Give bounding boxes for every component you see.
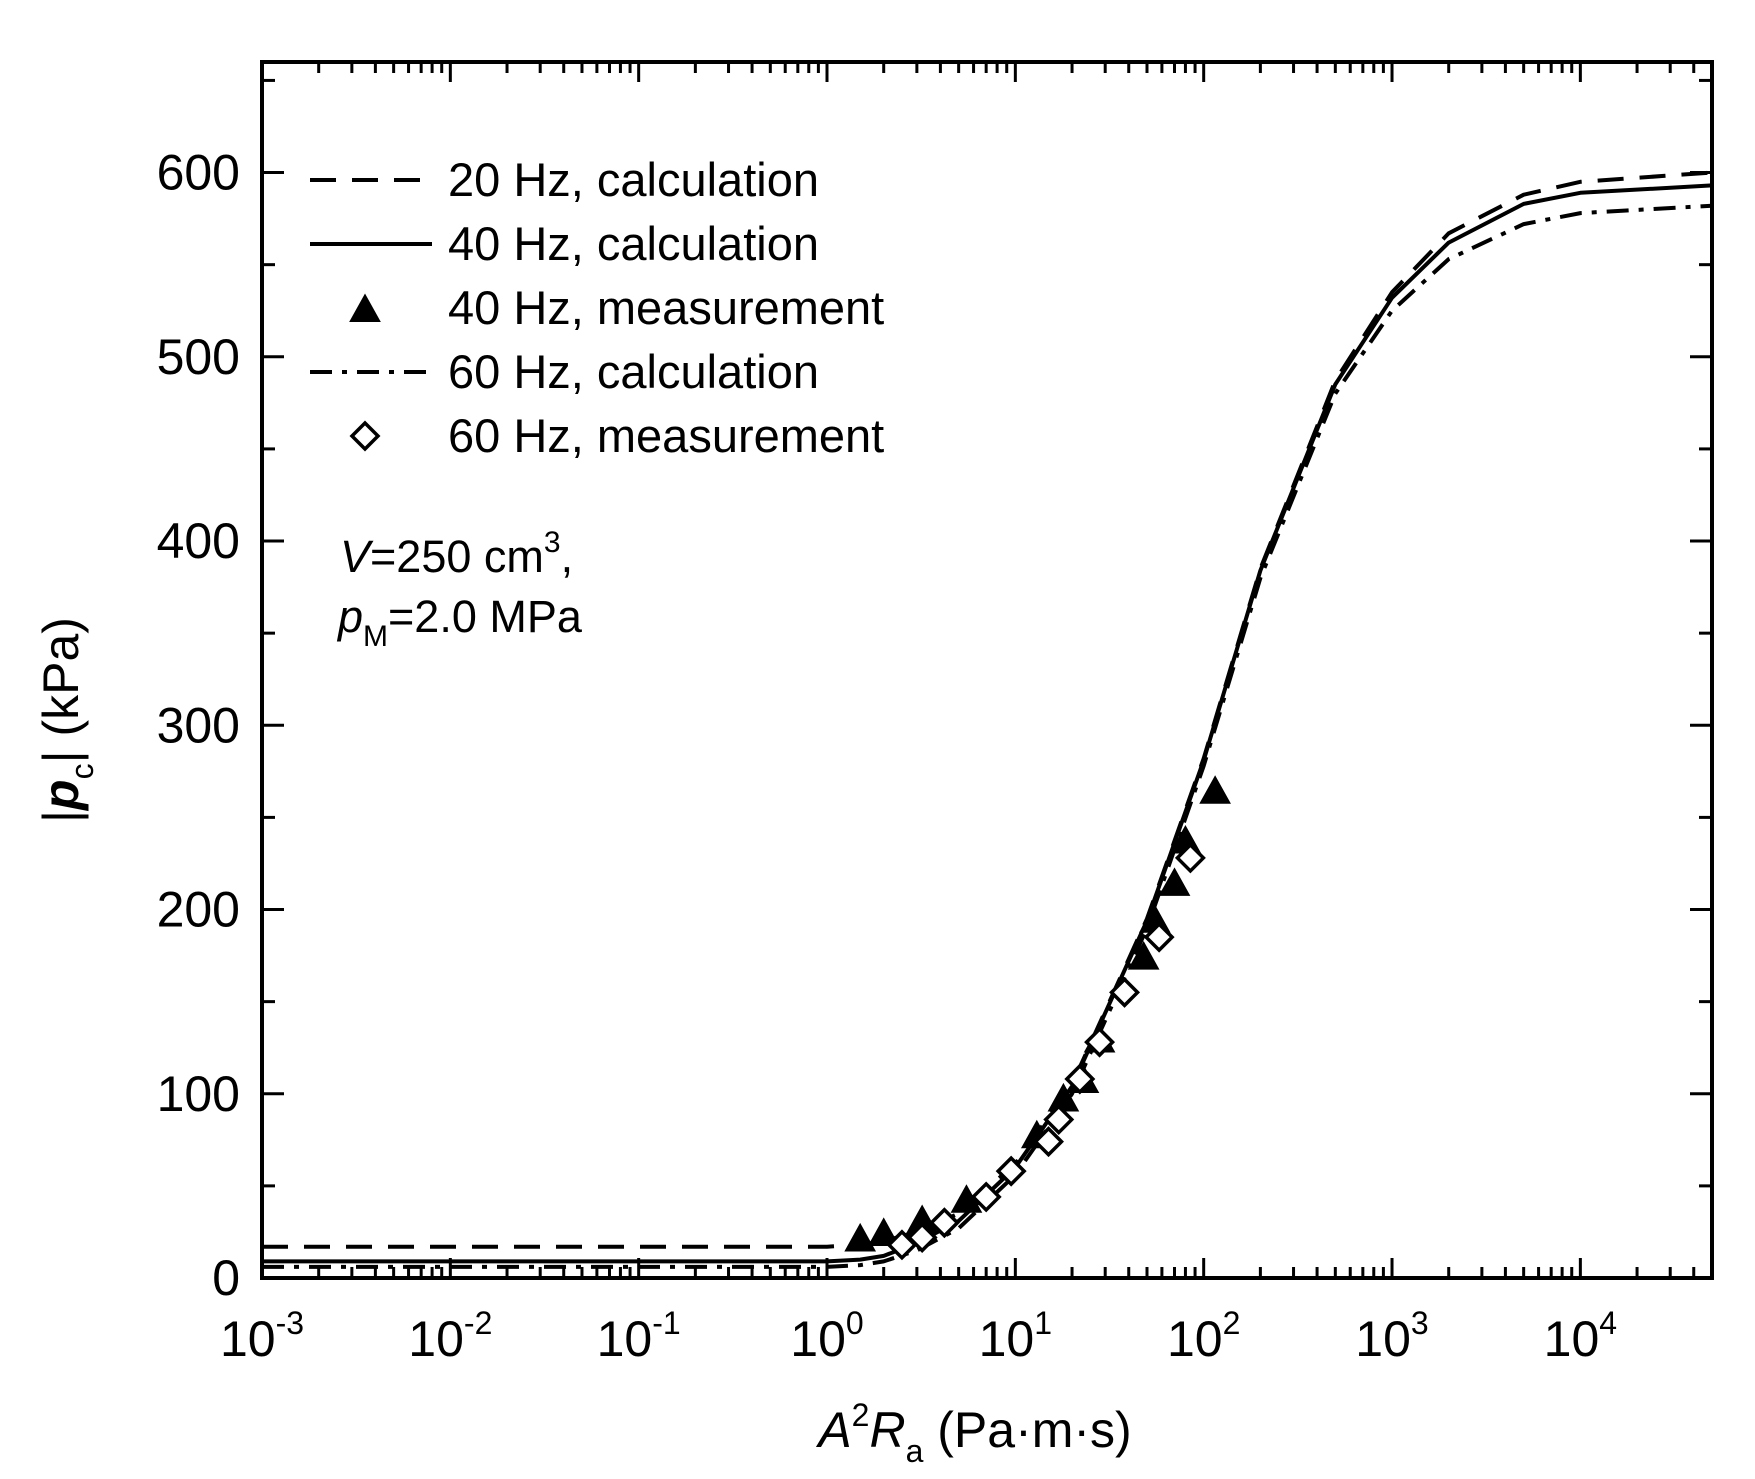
annotation-volume-text: =250 cm	[370, 531, 544, 582]
series-layer	[262, 170, 1713, 1269]
axis-title-part: (Pa·m·s)	[923, 1402, 1131, 1458]
axis-title-part: a	[906, 1433, 924, 1469]
x-tick-label-base: 10	[979, 1311, 1035, 1367]
axis-title-part: A	[815, 1402, 851, 1458]
axis-title-part: 2	[852, 1397, 870, 1433]
point-60-hz-measurement	[970, 1181, 1002, 1213]
axis-title-part: c	[64, 763, 100, 779]
annotation-pressure: pM=2.0 MPa	[336, 591, 583, 653]
x-tick-label-base: 10	[1167, 1311, 1223, 1367]
y-tick-label: 0	[212, 1250, 240, 1306]
point-60-hz-measurement	[928, 1207, 960, 1239]
y-tick-label: 400	[157, 513, 240, 569]
point-60-hz-measurement	[995, 1155, 1027, 1187]
y-tick-label: 100	[157, 1066, 240, 1122]
annotation-volume-symbol: V	[340, 531, 374, 582]
x-tick-label-base: 10	[1355, 1311, 1411, 1367]
point-40-hz-measurement	[1158, 867, 1191, 896]
point-40-hz-measurement	[867, 1217, 900, 1246]
legend-label-20-hz-calculation: 20 Hz, calculation	[448, 153, 819, 206]
x-tick-label: 10-3	[220, 1305, 304, 1367]
x-tick-label-base: 10	[597, 1311, 653, 1367]
legend-swatch-60-hz-measurement	[349, 420, 381, 452]
x-axis-title: A2Ra (Pa·m·s)	[815, 1397, 1131, 1469]
x-tick-label: 101	[979, 1305, 1052, 1367]
point-60-hz-measurement	[1064, 1063, 1096, 1095]
y-tick-label: 200	[157, 882, 240, 938]
y-tick-label: 600	[157, 145, 240, 201]
x-tick-label-exp: 4	[1599, 1305, 1617, 1341]
x-tick-label-exp: 2	[1223, 1305, 1241, 1341]
legend-swatch-40-hz-measurement	[349, 293, 381, 322]
axis-title-part: | (kPa)	[33, 617, 89, 763]
plot-frame	[260, 60, 1714, 1280]
y-axis-title: |pc| (kPa)	[33, 617, 100, 823]
legend: 20 Hz, calculation 40 Hz, calculation 40 H…	[310, 153, 884, 462]
x-tick-label: 10-2	[408, 1305, 492, 1367]
x-tick-label-exp: -3	[276, 1305, 304, 1341]
annotation-pressure-sub: M	[363, 620, 388, 653]
series-line-40-hz-calculation	[262, 183, 1713, 1264]
point-40-hz-measurement	[1199, 775, 1231, 804]
point-60-hz-measurement	[1043, 1104, 1075, 1136]
y-tick-label: 500	[157, 329, 240, 385]
x-tick-label-exp: 1	[1034, 1305, 1052, 1341]
point-60-hz-measurement	[1084, 1026, 1116, 1058]
point-60-hz-measurement	[906, 1221, 938, 1253]
x-tick-label: 104	[1544, 1305, 1617, 1367]
x-tick-label-base: 10	[408, 1311, 464, 1367]
tick-labels: 10-3 10-2 10-1 100 101 102 103 1040100200300400…	[157, 145, 1618, 1367]
axis-title-part: p	[33, 779, 89, 812]
x-tick-label: 100	[790, 1305, 863, 1367]
x-tick-label-exp: -1	[652, 1305, 680, 1341]
annotation-volume: V=250 cm3,	[340, 526, 573, 582]
x-tick-label-base: 10	[1544, 1311, 1600, 1367]
x-tick-label-exp: 0	[846, 1305, 864, 1341]
point-60-hz-measurement	[1174, 842, 1206, 874]
legend-label-40-hz-calculation: 40 Hz, calculation	[448, 217, 819, 270]
point-60-hz-measurement	[1143, 921, 1175, 953]
axis-title-part: R	[869, 1402, 905, 1458]
annotation-volume-trail: ,	[561, 531, 574, 582]
x-tick-label-exp: -2	[464, 1305, 492, 1341]
x-tick-label-base: 10	[790, 1311, 846, 1367]
series-line-60-hz-calculation	[262, 203, 1713, 1269]
x-tick-label: 10-1	[597, 1305, 681, 1367]
axis-title-part: |	[33, 810, 89, 823]
point-40-hz-measurement	[844, 1222, 877, 1252]
legend-label-60-hz-calculation: 60 Hz, calculation	[448, 345, 819, 398]
point-60-hz-measurement	[1033, 1126, 1064, 1158]
x-tick-label: 103	[1355, 1305, 1428, 1367]
legend-label-40-hz-measurement: 40 Hz, measurement	[448, 281, 884, 334]
x-tick-label-exp: 3	[1411, 1305, 1429, 1341]
x-tick-label: 102	[1167, 1305, 1240, 1367]
point-40-hz-measurement	[1127, 941, 1160, 970]
point-60-hz-measurement	[1109, 976, 1141, 1008]
x-tick-label-base: 10	[220, 1311, 276, 1367]
legend-label-60-hz-measurement: 60 Hz, measurement	[448, 409, 884, 462]
annotation-pressure-text: =2.0 MPa	[388, 591, 583, 642]
annotation-volume-sup: 3	[544, 526, 561, 559]
y-tick-label: 300	[157, 697, 240, 753]
annotation-pressure-symbol: p	[336, 591, 363, 642]
